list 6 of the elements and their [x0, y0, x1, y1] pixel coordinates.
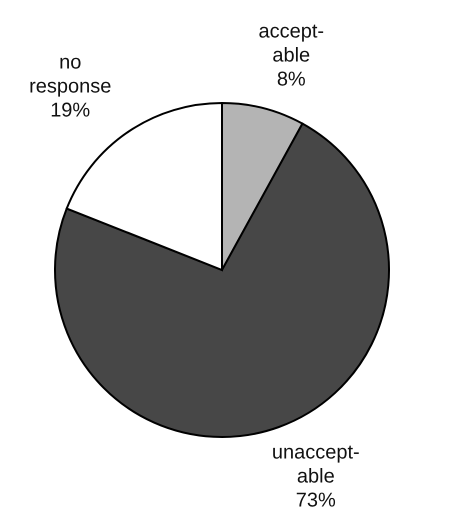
data-label: 19% [50, 100, 90, 122]
data-label: 73% [296, 490, 336, 512]
slice-label: accept- able [258, 20, 324, 67]
data-label: 8% [276, 68, 306, 91]
slice-label: no response [29, 52, 112, 98]
slice-label: unaccept- able [272, 442, 360, 488]
